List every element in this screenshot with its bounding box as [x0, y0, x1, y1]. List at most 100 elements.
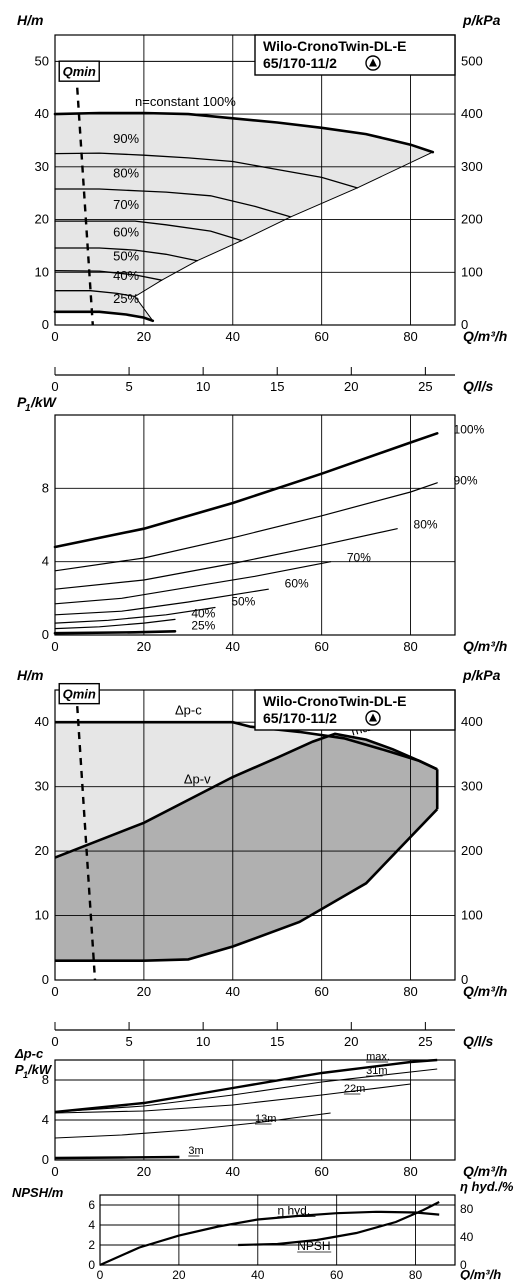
svg-text:20: 20: [344, 1034, 358, 1049]
svg-text:Qmin: Qmin: [63, 687, 96, 702]
svg-text:20: 20: [344, 379, 358, 394]
svg-text:max.: max.: [366, 1051, 390, 1063]
svg-text:Q/m³/h: Q/m³/h: [460, 1267, 501, 1280]
svg-text:30: 30: [35, 779, 49, 794]
svg-text:10: 10: [35, 264, 49, 279]
svg-text:0: 0: [51, 1034, 58, 1049]
svg-text:40: 40: [35, 106, 49, 121]
svg-text:80%: 80%: [414, 518, 438, 532]
svg-text:10: 10: [35, 908, 49, 923]
svg-text:5: 5: [125, 379, 132, 394]
svg-text:15: 15: [270, 1034, 284, 1049]
svg-text:80: 80: [460, 1202, 474, 1216]
svg-text:500: 500: [461, 53, 483, 68]
svg-text:0: 0: [51, 379, 58, 394]
svg-text:100%: 100%: [454, 422, 485, 436]
svg-text:8: 8: [42, 480, 49, 495]
svg-text:/kW: /kW: [30, 394, 58, 410]
svg-text:0: 0: [42, 1152, 49, 1167]
svg-text:4: 4: [42, 1112, 49, 1127]
svg-text:65/170-11/2: 65/170-11/2: [263, 55, 337, 71]
svg-text:50: 50: [35, 53, 49, 68]
svg-text:p/kPa: p/kPa: [462, 667, 501, 683]
svg-text:400: 400: [461, 714, 483, 729]
svg-text:25: 25: [418, 379, 432, 394]
svg-text:60%: 60%: [113, 224, 139, 239]
svg-text:2: 2: [88, 1238, 95, 1252]
svg-text:/kW: /kW: [27, 1062, 53, 1077]
svg-text:30: 30: [35, 159, 49, 174]
svg-text:40: 40: [226, 329, 240, 344]
svg-text:70%: 70%: [113, 197, 139, 212]
svg-text:Wilo-CronoTwin-DL-E: Wilo-CronoTwin-DL-E: [263, 693, 406, 709]
svg-text:Q/m³/h: Q/m³/h: [463, 638, 507, 654]
svg-text:90%: 90%: [454, 474, 478, 488]
svg-text:40: 40: [226, 1164, 240, 1179]
svg-text:20: 20: [137, 639, 151, 654]
svg-text:0: 0: [97, 1268, 104, 1280]
svg-text:400: 400: [461, 106, 483, 121]
svg-text:80%: 80%: [113, 165, 139, 180]
svg-text:50%: 50%: [113, 249, 139, 264]
svg-text:70%: 70%: [347, 551, 371, 565]
svg-text:60: 60: [314, 984, 328, 999]
svg-text:90%: 90%: [113, 131, 139, 146]
svg-text:20: 20: [137, 1164, 151, 1179]
svg-text:65/170-11/2: 65/170-11/2: [263, 710, 337, 726]
svg-text:20: 20: [35, 212, 49, 227]
svg-text:15: 15: [270, 379, 284, 394]
svg-text:100: 100: [461, 908, 483, 923]
svg-text:60%: 60%: [285, 576, 309, 590]
svg-text:Δp-v: Δp-v: [184, 771, 211, 786]
page-root: 02040608001020304050010020030040050090%8…: [0, 0, 521, 1280]
svg-text:10: 10: [196, 379, 210, 394]
svg-text:300: 300: [461, 159, 483, 174]
svg-text:60: 60: [314, 1164, 328, 1179]
svg-text:25%: 25%: [113, 291, 139, 306]
svg-text:200: 200: [461, 843, 483, 858]
svg-text:25%: 25%: [191, 619, 215, 633]
svg-text:40: 40: [226, 984, 240, 999]
svg-text:40: 40: [35, 714, 49, 729]
svg-text:60: 60: [330, 1268, 344, 1280]
svg-text:6: 6: [88, 1198, 95, 1212]
svg-text:p/kPa: p/kPa: [462, 12, 501, 28]
svg-text:200: 200: [461, 212, 483, 227]
svg-text:80: 80: [403, 984, 417, 999]
svg-text:NPSH/m: NPSH/m: [12, 1185, 64, 1200]
svg-text:n=constant 100%: n=constant 100%: [135, 94, 236, 109]
svg-text:0: 0: [88, 1258, 95, 1272]
svg-text:60: 60: [314, 329, 328, 344]
svg-text:40: 40: [251, 1268, 265, 1280]
svg-text:Qmin: Qmin: [63, 64, 96, 79]
svg-text:NPSH: NPSH: [297, 1239, 330, 1253]
svg-text:20: 20: [137, 984, 151, 999]
svg-text:0: 0: [51, 329, 58, 344]
svg-text:0: 0: [42, 317, 49, 332]
svg-text:Δp-c: Δp-c: [14, 1046, 44, 1061]
svg-text:80: 80: [403, 329, 417, 344]
svg-text:31m: 31m: [366, 1065, 387, 1077]
svg-text:80: 80: [403, 639, 417, 654]
svg-text:300: 300: [461, 779, 483, 794]
svg-text:η hyd.: η hyd.: [278, 1204, 311, 1218]
svg-text:Q/m³/h: Q/m³/h: [463, 1163, 507, 1179]
svg-text:25: 25: [418, 1034, 432, 1049]
svg-text:0: 0: [51, 1164, 58, 1179]
svg-text:H/m: H/m: [17, 12, 43, 28]
svg-text:40: 40: [460, 1230, 474, 1244]
svg-text:60: 60: [314, 639, 328, 654]
svg-text:80: 80: [409, 1268, 423, 1280]
svg-text:13m: 13m: [255, 1113, 276, 1125]
svg-text:η hyd./%: η hyd./%: [460, 1179, 514, 1194]
charts-svg: 02040608001020304050010020030040050090%8…: [0, 0, 521, 1280]
svg-text:40%: 40%: [113, 268, 139, 283]
svg-text:4: 4: [42, 554, 49, 569]
svg-text:0: 0: [42, 627, 49, 642]
svg-text:20: 20: [137, 329, 151, 344]
svg-text:H/m: H/m: [17, 667, 43, 683]
svg-text:Q/m³/h: Q/m³/h: [463, 328, 507, 344]
svg-text:Wilo-CronoTwin-DL-E: Wilo-CronoTwin-DL-E: [263, 38, 406, 54]
svg-text:4: 4: [88, 1218, 95, 1232]
svg-text:0: 0: [51, 639, 58, 654]
